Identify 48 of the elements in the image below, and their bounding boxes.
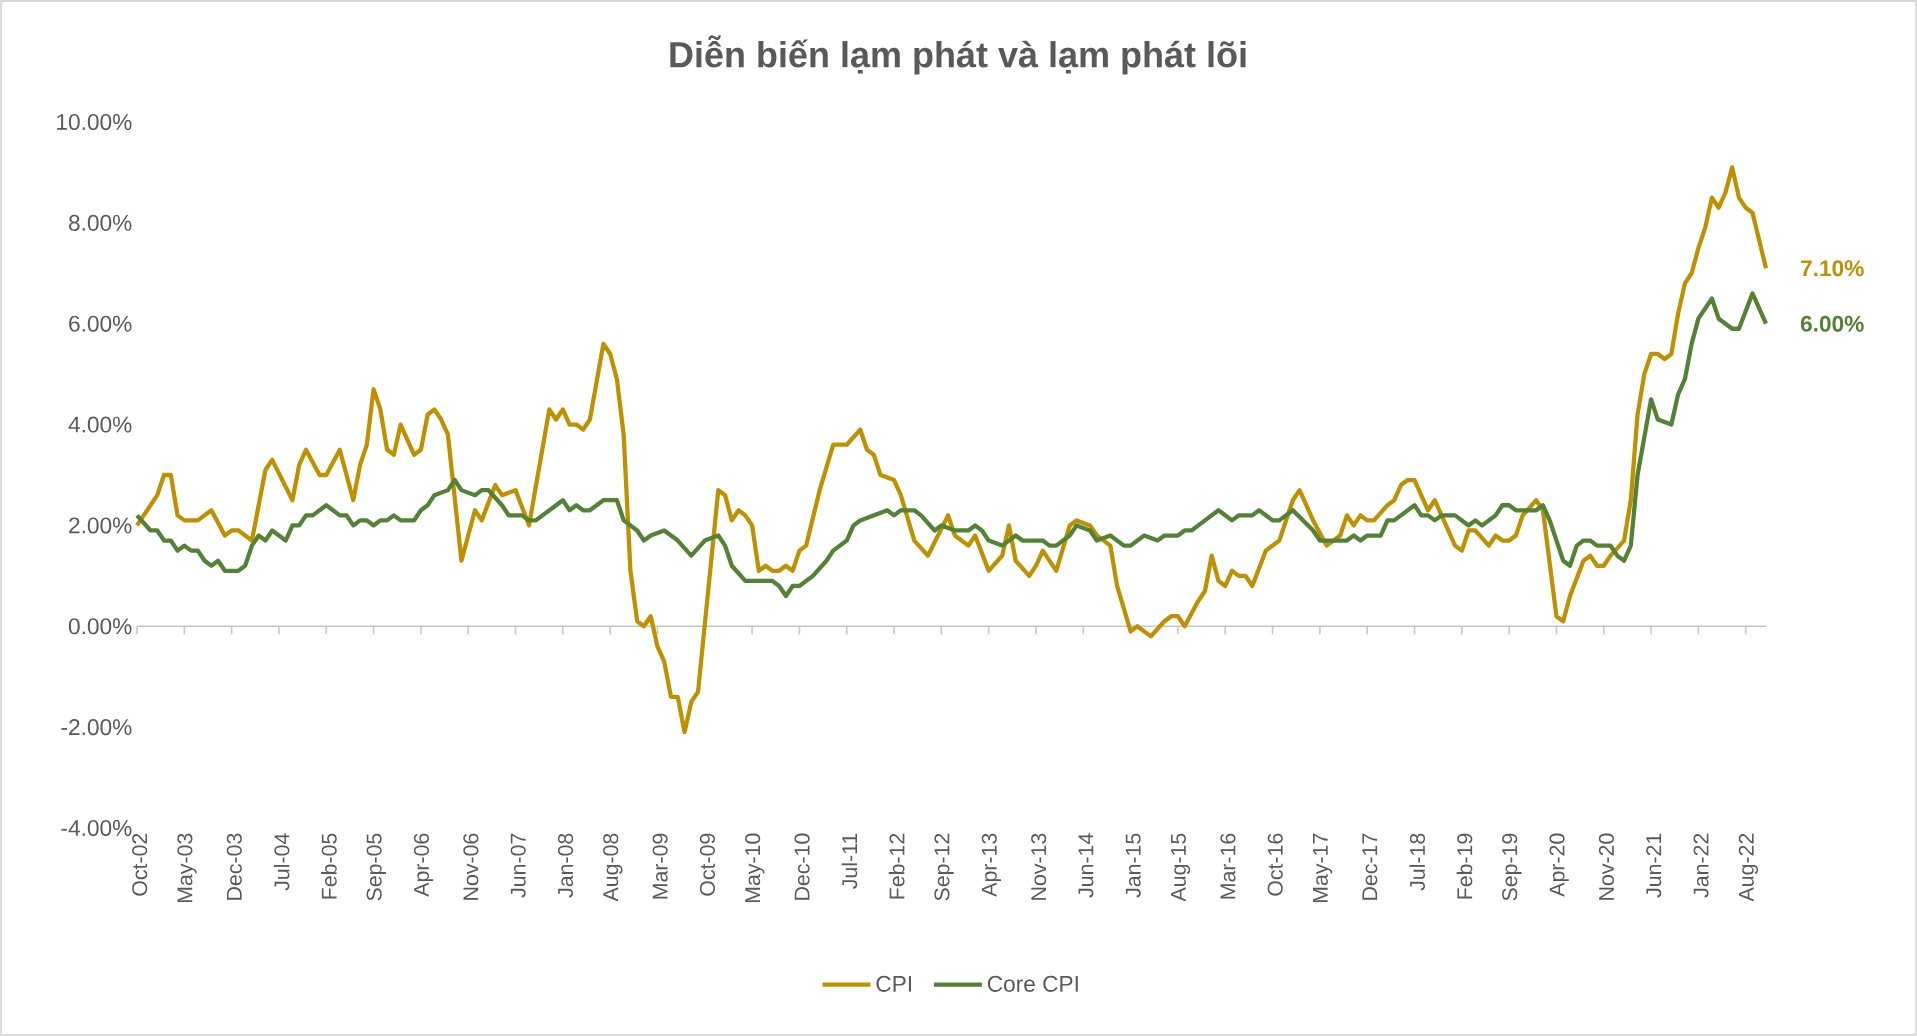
- x-tick-label: Jan-08: [557, 833, 574, 898]
- y-tick-label: -2.00%: [61, 719, 132, 736]
- x-tick-label: Jan-22: [1693, 833, 1709, 898]
- y-tick-label: 2.00%: [69, 517, 132, 534]
- x-tick-label: Dec-03: [226, 833, 242, 900]
- y-tick-label: 0.00%: [68, 618, 132, 635]
- annotation: 6.00%: [1800, 315, 1864, 332]
- x-tick-label: Aug-08: [603, 833, 623, 902]
- x-tick-label: Jul-18: [1409, 833, 1426, 891]
- x-tick-label: Jun-14: [1078, 833, 1094, 898]
- annotation: 7.10%: [1801, 260, 1864, 277]
- x-tick-label: Sep-19: [1502, 833, 1522, 901]
- x-tick-label: Sep-05: [366, 833, 386, 901]
- legend-label: Core CPI: [987, 975, 1078, 992]
- x-tick-label: Dec-10: [794, 833, 810, 900]
- x-tick-label: Jun-07: [510, 833, 526, 898]
- x-tick-label: Apr-06: [413, 833, 434, 897]
- x-tick-label: Aug-22: [1738, 833, 1759, 902]
- x-tick-label: Oct-09: [699, 833, 715, 896]
- x-tick-label: Mar-16: [1220, 833, 1236, 899]
- x-tick-label: Aug-15: [1171, 833, 1191, 902]
- x-tick-label: Mar-09: [652, 833, 668, 899]
- x-tick-label: Nov-20: [1598, 833, 1614, 900]
- x-tick-label: Jul-11: [841, 833, 858, 889]
- chart-title: Diễn biến lạm phát và lạm phát lõi: [670, 35, 1246, 75]
- x-tick-label: Oct-02: [132, 833, 148, 896]
- y-tick-label: 8.00%: [69, 214, 132, 231]
- x-tick-label: Feb-12: [888, 833, 905, 899]
- x-tick-label: Apr-20: [1549, 833, 1569, 897]
- x-tick-label: Jul-04: [273, 833, 290, 891]
- x-tick-label: May-03: [177, 833, 197, 903]
- x-tick-label: Dec-17: [1362, 833, 1378, 900]
- x-tick-label: Oct-16: [1267, 833, 1283, 896]
- x-tick-label: Sep-12: [934, 833, 954, 901]
- x-tick-label: Nov-06: [463, 833, 479, 900]
- legend-label: CPI: [876, 975, 912, 992]
- x-tick-label: Feb-19: [1456, 833, 1473, 899]
- x-tick-label: Apr-13: [981, 833, 1002, 897]
- y-tick-label: 10.00%: [57, 113, 132, 131]
- x-tick-label: Feb-05: [321, 833, 337, 899]
- x-tick-label: May-10: [745, 833, 765, 903]
- y-tick-label: 6.00%: [69, 315, 132, 332]
- y-tick-label: -4.00%: [61, 819, 132, 837]
- y-tick-label: 4.00%: [68, 416, 132, 433]
- x-tick-label: May-17: [1312, 833, 1333, 903]
- x-tick-label: Jan-15: [1125, 833, 1141, 898]
- x-tick-label: Nov-13: [1031, 833, 1047, 900]
- x-tick-label: Jun-21: [1646, 833, 1662, 898]
